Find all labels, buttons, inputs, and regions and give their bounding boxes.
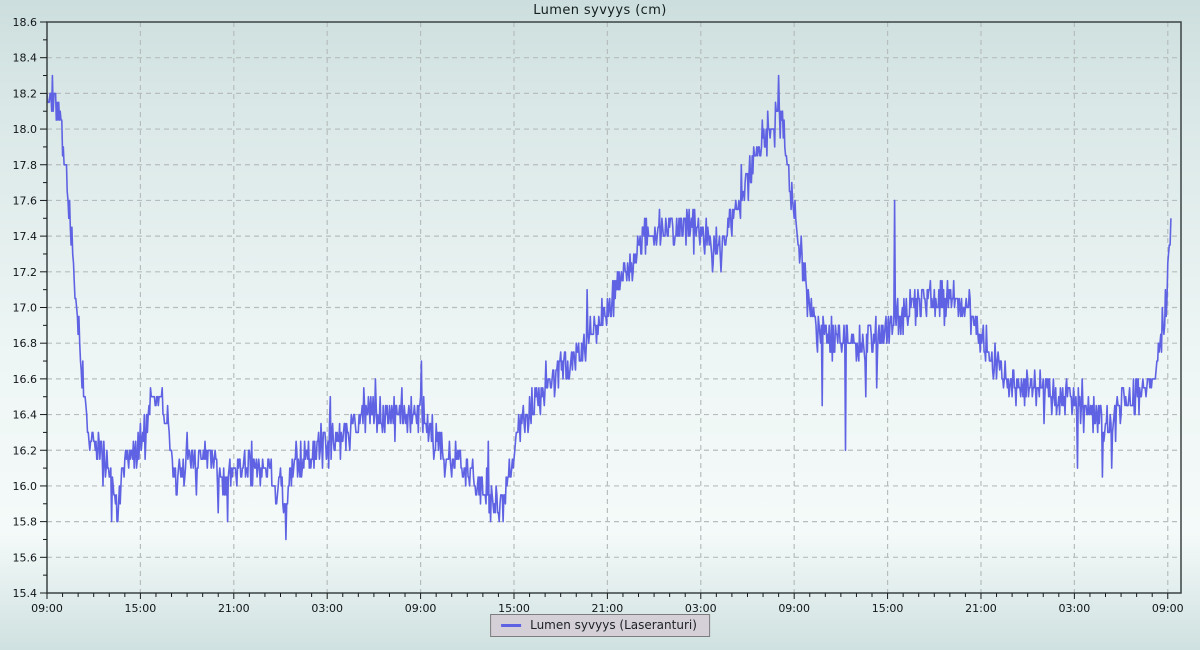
svg-text:21:00: 21:00 <box>592 602 624 615</box>
legend-line-sample-icon <box>501 623 522 627</box>
svg-text:16.0: 16.0 <box>13 480 38 493</box>
svg-text:09:00: 09:00 <box>778 602 810 615</box>
svg-text:09:00: 09:00 <box>405 602 437 615</box>
svg-text:16.6: 16.6 <box>13 373 38 386</box>
svg-text:03:00: 03:00 <box>685 602 717 615</box>
svg-text:17.4: 17.4 <box>13 230 38 243</box>
svg-text:15.6: 15.6 <box>13 551 38 564</box>
svg-text:03:00: 03:00 <box>311 602 343 615</box>
chart-title: Lumen syvyys (cm) <box>533 3 667 18</box>
svg-text:17.0: 17.0 <box>13 302 38 315</box>
svg-text:15:00: 15:00 <box>872 602 904 615</box>
svg-text:15:00: 15:00 <box>498 602 530 615</box>
gridlines <box>47 22 1181 593</box>
svg-text:17.6: 17.6 <box>13 194 38 207</box>
svg-text:18.6: 18.6 <box>13 16 38 29</box>
svg-text:09:00: 09:00 <box>31 602 63 615</box>
legend-label: Lumen syvyys (Laseranturi) <box>530 618 697 632</box>
svg-text:18.0: 18.0 <box>13 123 38 136</box>
svg-text:16.4: 16.4 <box>13 409 38 422</box>
svg-text:18.4: 18.4 <box>13 52 38 65</box>
svg-text:17.8: 17.8 <box>13 159 38 172</box>
svg-text:16.2: 16.2 <box>13 444 38 457</box>
series-line <box>47 74 1172 541</box>
svg-text:21:00: 21:00 <box>965 602 997 615</box>
svg-text:15.4: 15.4 <box>13 587 38 600</box>
svg-text:15.8: 15.8 <box>13 516 38 529</box>
axes <box>40 21 1182 599</box>
svg-text:17.2: 17.2 <box>13 266 38 279</box>
svg-text:03:00: 03:00 <box>1059 602 1091 615</box>
svg-text:18.2: 18.2 <box>13 87 38 100</box>
svg-text:15:00: 15:00 <box>125 602 157 615</box>
svg-text:16.8: 16.8 <box>13 337 38 350</box>
svg-text:21:00: 21:00 <box>218 602 250 615</box>
svg-text:09:00: 09:00 <box>1152 602 1184 615</box>
legend: Lumen syvyys (Laseranturi) <box>490 614 710 637</box>
axis-tick-labels: 15.4 15.6 15.8 16.0 16.2 16.4 16.6 16.8 17.0 17.2… <box>13 16 1184 615</box>
